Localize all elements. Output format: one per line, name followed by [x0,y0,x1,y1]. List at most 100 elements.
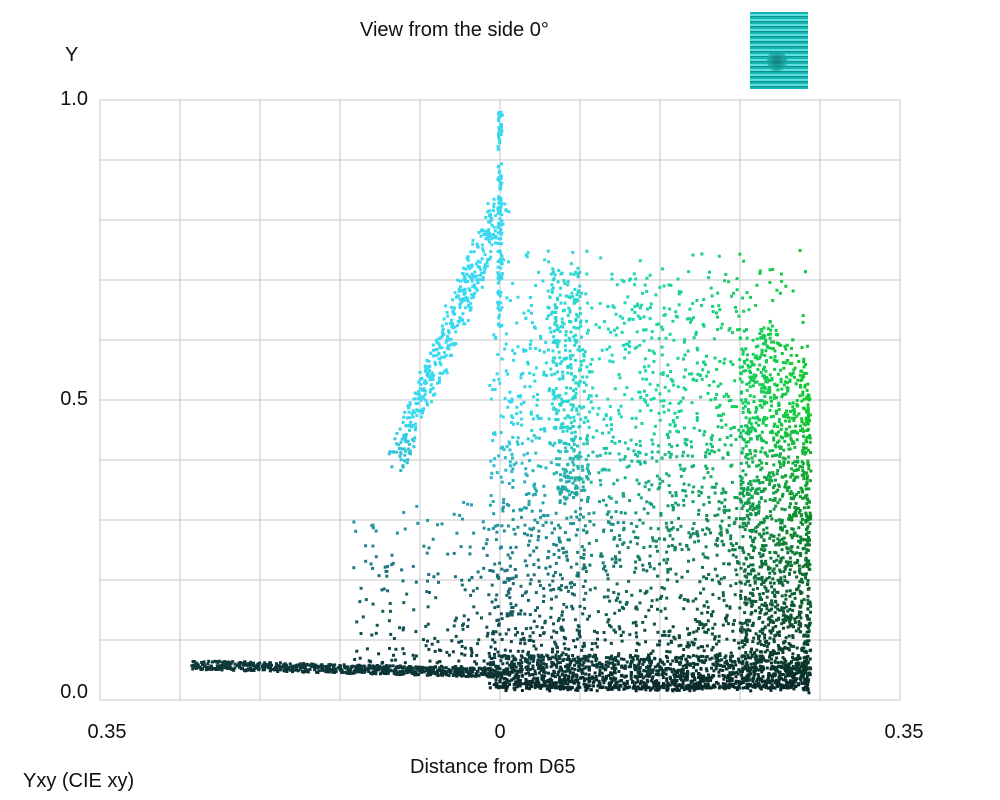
data-point [682,482,686,486]
data-point [747,501,751,505]
data-point [665,561,668,565]
data-point [587,512,591,516]
data-point [425,590,429,594]
data-point [802,434,805,438]
data-point [586,419,590,423]
data-point [692,654,695,658]
data-point [758,532,761,536]
data-point [499,110,503,114]
data-point [768,389,772,393]
data-point [515,321,519,325]
data-point [458,302,462,306]
data-point [661,479,665,483]
data-point [618,314,622,318]
data-point [749,556,753,560]
data-point [576,444,579,448]
data-point [713,450,717,454]
data-point [679,290,683,294]
data-point [800,591,804,595]
data-point [722,677,726,681]
data-point [727,399,731,403]
data-point [768,571,772,575]
data-point [533,669,537,673]
data-point [424,369,428,373]
data-point [802,598,806,602]
data-point [555,338,559,342]
data-point [406,458,410,462]
data-point [606,305,610,308]
data-point [610,686,614,690]
data-point [760,603,764,607]
data-point [762,402,766,406]
data-point [644,452,648,456]
data-point [638,306,642,310]
data-point [657,643,661,647]
data-point [607,618,611,622]
data-point [527,492,531,495]
data-point [473,291,477,295]
data-point [779,521,783,525]
data-point [746,429,750,433]
data-point [608,623,611,627]
data-point [762,439,766,443]
data-point [789,613,793,617]
data-point [775,411,779,415]
data-point [796,545,800,549]
data-point [469,654,473,658]
data-point [795,646,799,650]
data-point [568,338,572,342]
data-point [630,593,634,597]
data-point [742,494,746,498]
data-point [402,511,406,514]
data-point [787,648,791,652]
data-point [582,556,586,560]
data-point [551,389,555,393]
data-point [576,412,580,416]
data-point [430,642,434,646]
data-point [426,605,430,609]
data-point [562,357,566,361]
data-point [753,449,757,453]
data-point [426,370,430,374]
data-point [563,502,567,506]
data-point [530,528,534,532]
data-point [647,674,651,678]
data-point [696,534,700,538]
data-point [553,322,557,326]
data-point [502,258,506,262]
data-point [779,422,783,426]
data-point [765,595,769,599]
data-point [539,465,543,469]
data-point [715,539,719,542]
data-point [633,304,637,308]
y-tick-label: 0.5 [60,388,88,410]
data-point [654,545,658,549]
data-point [614,500,618,504]
data-point [397,443,401,447]
data-point [587,541,591,545]
data-point [776,578,780,582]
data-point [472,295,475,299]
data-point [798,552,802,555]
data-point [651,686,655,690]
data-point [790,644,794,648]
data-point [564,391,568,395]
data-point [670,521,674,525]
data-point [388,602,392,605]
data-point [768,510,772,513]
data-point [493,562,497,566]
data-point [620,278,624,282]
data-point [671,379,674,383]
data-point [493,606,497,610]
data-point [550,686,554,689]
data-point [642,398,646,402]
data-point [791,636,795,639]
data-point [801,427,804,431]
data-point [776,425,780,429]
data-point [741,659,745,663]
data-point [755,648,759,652]
data-point [717,414,720,417]
data-point [759,450,763,454]
data-point [479,268,483,272]
data-point [776,469,780,472]
